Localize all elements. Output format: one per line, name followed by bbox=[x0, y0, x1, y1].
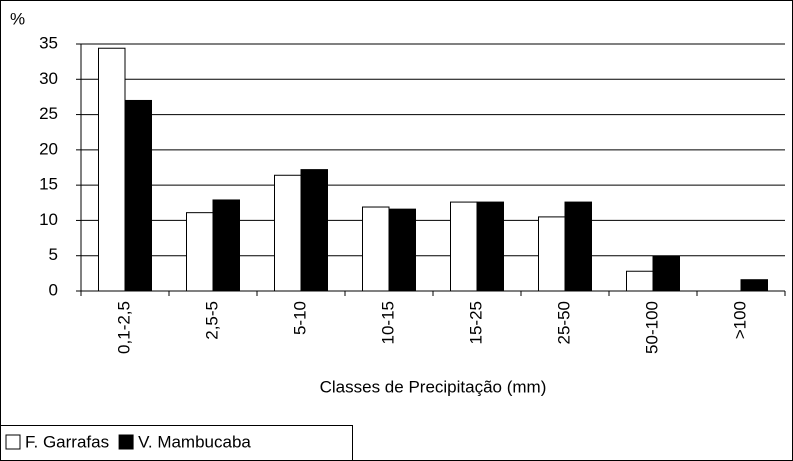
x-tick-label: >100 bbox=[730, 301, 749, 339]
bar bbox=[362, 206, 390, 292]
y-tick-label: 10 bbox=[39, 210, 58, 229]
x-tick-label: 0,1-2,5 bbox=[114, 301, 133, 354]
legend-box bbox=[0, 425, 353, 461]
bar bbox=[124, 99, 152, 292]
y-tick-label: 25 bbox=[39, 104, 58, 123]
bar bbox=[388, 208, 416, 292]
bar bbox=[98, 47, 126, 292]
legend-swatch bbox=[118, 434, 134, 450]
y-tick-label: 20 bbox=[39, 139, 58, 158]
y-tick-label: 5 bbox=[49, 245, 58, 264]
x-tick-label: 2,5-5 bbox=[202, 301, 221, 340]
bar bbox=[274, 174, 302, 292]
x-axis-title: Classes de Precipitação (mm) bbox=[320, 377, 547, 396]
bar bbox=[564, 201, 592, 292]
y-tick-label: 0 bbox=[49, 280, 58, 299]
x-tick-label: 15-25 bbox=[466, 301, 485, 344]
y-tick-label: 30 bbox=[39, 69, 58, 88]
y-axis-label: % bbox=[10, 9, 25, 28]
y-tick-label: 35 bbox=[39, 33, 58, 52]
legend-label: V. Mambucaba bbox=[138, 432, 251, 451]
x-tick-label: 25-50 bbox=[554, 301, 573, 344]
bar bbox=[212, 199, 240, 292]
bar bbox=[740, 279, 768, 292]
legend-label: F. Garrafas bbox=[25, 432, 109, 451]
bar bbox=[186, 212, 214, 292]
bar bbox=[538, 216, 566, 292]
legend-swatch bbox=[5, 434, 21, 450]
bar bbox=[652, 255, 680, 292]
y-tick-label: 15 bbox=[39, 175, 58, 194]
x-tick-label: 50-100 bbox=[642, 301, 661, 354]
bar bbox=[450, 201, 478, 292]
bar bbox=[626, 270, 654, 292]
x-tick-label: 5-10 bbox=[290, 301, 309, 335]
bar bbox=[476, 201, 504, 292]
bar bbox=[300, 169, 328, 292]
x-tick-label: 10-15 bbox=[378, 301, 397, 344]
